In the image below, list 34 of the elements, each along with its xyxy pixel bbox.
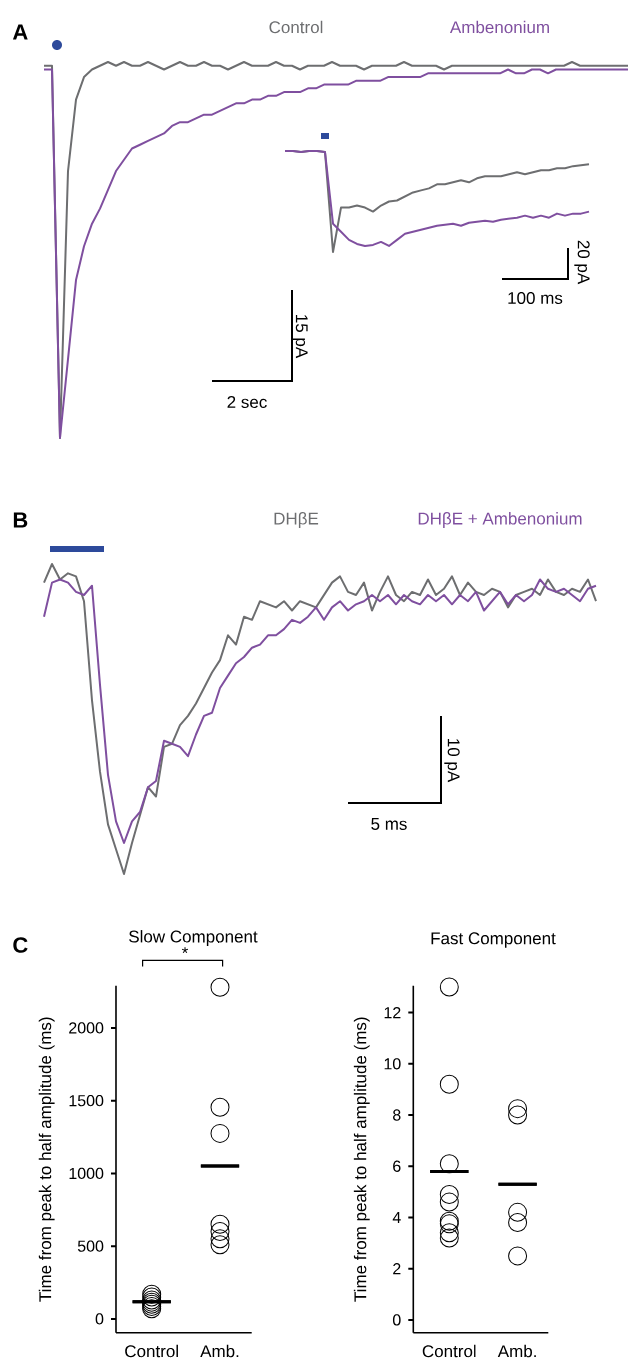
- text: Ambenonium: [449, 20, 549, 34]
- y-tick-label: 6: [393, 1160, 401, 1172]
- text: B: [13, 512, 28, 528]
- x-tick-label: Control: [125, 1344, 178, 1358]
- y-tick-label: 2: [393, 1263, 401, 1275]
- y-tick-label: 500: [77, 1240, 104, 1252]
- text: A: [12, 24, 28, 40]
- annotation: 2 sec: [227, 396, 267, 409]
- y-tick-label: 1000: [69, 1167, 104, 1180]
- x-tick-label: Control: [422, 1344, 476, 1358]
- x-tick-label: Amb.: [200, 1344, 239, 1358]
- y-tick-label: 12: [384, 1007, 401, 1019]
- y-axis-title: Time from peak to half amplitude (ms): [38, 1017, 55, 1302]
- text: *: [181, 947, 189, 954]
- chart-title: Slow Component: [129, 930, 258, 946]
- annotation: 10 pA: [444, 739, 460, 783]
- y-tick-label: 4: [392, 1211, 401, 1223]
- text: C: [13, 937, 28, 953]
- y-tick-label: 2000: [69, 1022, 104, 1034]
- chart-title: Fast Component: [431, 932, 556, 948]
- y-tick-label: 1500: [69, 1094, 104, 1107]
- text: DHβE + Ambenonium: [418, 512, 582, 528]
- y-axis-title: Time from peak to half amplitude (ms): [353, 1017, 370, 1302]
- y-tick-label: 0: [392, 1314, 401, 1326]
- x-tick-label: Amb.: [497, 1344, 536, 1358]
- y-tick-label: 0: [95, 1313, 104, 1325]
- series-label: Control: [269, 20, 323, 34]
- annotation: 20 pA: [574, 240, 590, 285]
- y-tick-label: 10: [384, 1058, 401, 1070]
- annotation: 100 ms: [508, 292, 563, 305]
- annotation: 15 pA: [292, 315, 308, 359]
- y-tick-label: 8: [393, 1109, 401, 1121]
- annotation: 5 ms: [371, 818, 407, 830]
- text: DHβE: [274, 512, 319, 528]
